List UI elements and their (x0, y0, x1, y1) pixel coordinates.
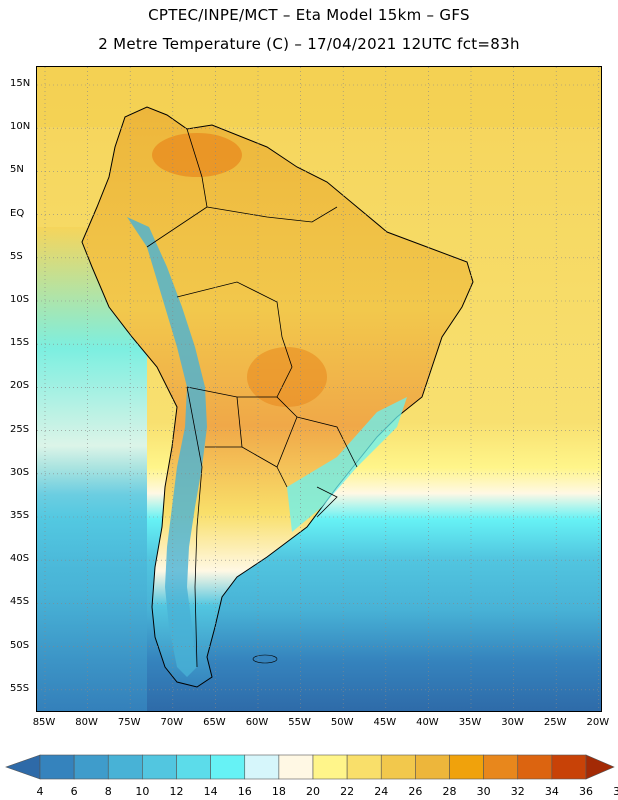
colorbar-swatch (449, 754, 484, 780)
lat-label: 55S (10, 682, 30, 694)
colorbar-label: 36 (579, 785, 593, 798)
colorbar-label: 10 (135, 785, 150, 798)
lon-label: 30W (501, 717, 524, 728)
lon-label: 45W (373, 717, 397, 728)
hot-region-venezuela (152, 133, 242, 177)
lat-label: 15N (10, 78, 31, 89)
colorbar-label: 16 (237, 785, 252, 798)
colorbar-label: 32 (510, 785, 525, 798)
andes-cold-region (127, 217, 207, 677)
lon-label: 40W (416, 717, 439, 728)
lon-label: 65W (203, 717, 226, 728)
lat-label: 5N (10, 164, 24, 176)
lat-label: 45S (10, 596, 30, 608)
lat-label: 30S (10, 466, 30, 478)
colorbar-swatch (278, 754, 314, 780)
lat-label: EQ (10, 207, 25, 219)
colorbar-swatch (107, 754, 143, 780)
chart-title-line2: 2 Metre Temperature (C) – 17/04/2021 12U… (98, 35, 520, 53)
colorbar-label: 24 (374, 785, 389, 798)
colorbar-label: 8 (104, 785, 112, 798)
lon-label: 70W (160, 717, 184, 728)
lon-label: 85W (32, 717, 56, 728)
lon-label: 60W (245, 717, 269, 728)
lon-label: 25W (543, 717, 567, 728)
colorbar-swatch (244, 754, 280, 780)
colorbar-swatch (176, 754, 211, 780)
lat-label: 40S (10, 553, 30, 565)
lon-label: 55W (288, 717, 311, 728)
colorbar-label: 14 (203, 785, 218, 798)
falkland-islands (252, 654, 278, 664)
lat-label: 20S (10, 380, 30, 392)
colorbar-label: 6 (70, 785, 78, 798)
colorbar-swatch (73, 754, 109, 780)
country-borders (146, 128, 358, 668)
lat-label: 25S (10, 423, 30, 435)
lat-label: 15S (10, 337, 30, 349)
lat-label: 10S (10, 294, 30, 305)
colorbar-label: 30 (476, 785, 491, 798)
colorbar-label: 12 (169, 785, 184, 798)
colorbar-label: 38 (613, 785, 618, 798)
colorbar-label: 4 (36, 785, 44, 798)
lon-label: 80W (75, 717, 98, 728)
colorbar-swatch (210, 754, 246, 780)
colorbar-max-arrow (585, 754, 615, 780)
temperature-map (36, 66, 602, 712)
colorbar-swatch (312, 754, 348, 780)
colorbar-label: 20 (306, 785, 320, 798)
map-canvas (37, 67, 601, 711)
colorbar-label: 26 (408, 785, 423, 798)
colorbar-swatch (517, 754, 553, 780)
lon-label: 75W (117, 717, 141, 728)
colorbar-label: 34 (544, 785, 559, 798)
colorbar-min-arrow (5, 754, 41, 780)
lon-label: 50W (330, 717, 354, 728)
lat-label: 35S (10, 510, 30, 521)
lat-label: 5S (10, 250, 23, 262)
colorbar-swatch (380, 754, 416, 780)
colorbar-swatch (483, 754, 519, 780)
colorbar-swatch (551, 754, 587, 780)
colorbar-swatch (415, 754, 450, 780)
colorbar-label: 22 (340, 785, 355, 798)
colorbar-swatch (39, 754, 75, 780)
colorbar-label: 18 (271, 785, 286, 798)
colorbar-swatch (142, 754, 177, 780)
lon-label: 20W (586, 717, 610, 728)
colorbar-swatch (346, 754, 382, 780)
lon-label: 35W (458, 717, 482, 728)
colorbar (5, 754, 615, 780)
chart-title-line1: CPTEC/INPE/MCT – Eta Model 15km – GFS (148, 6, 470, 24)
lat-label: 50S (10, 639, 30, 651)
lat-label: 10N (10, 121, 31, 133)
colorbar-label: 28 (442, 785, 457, 798)
